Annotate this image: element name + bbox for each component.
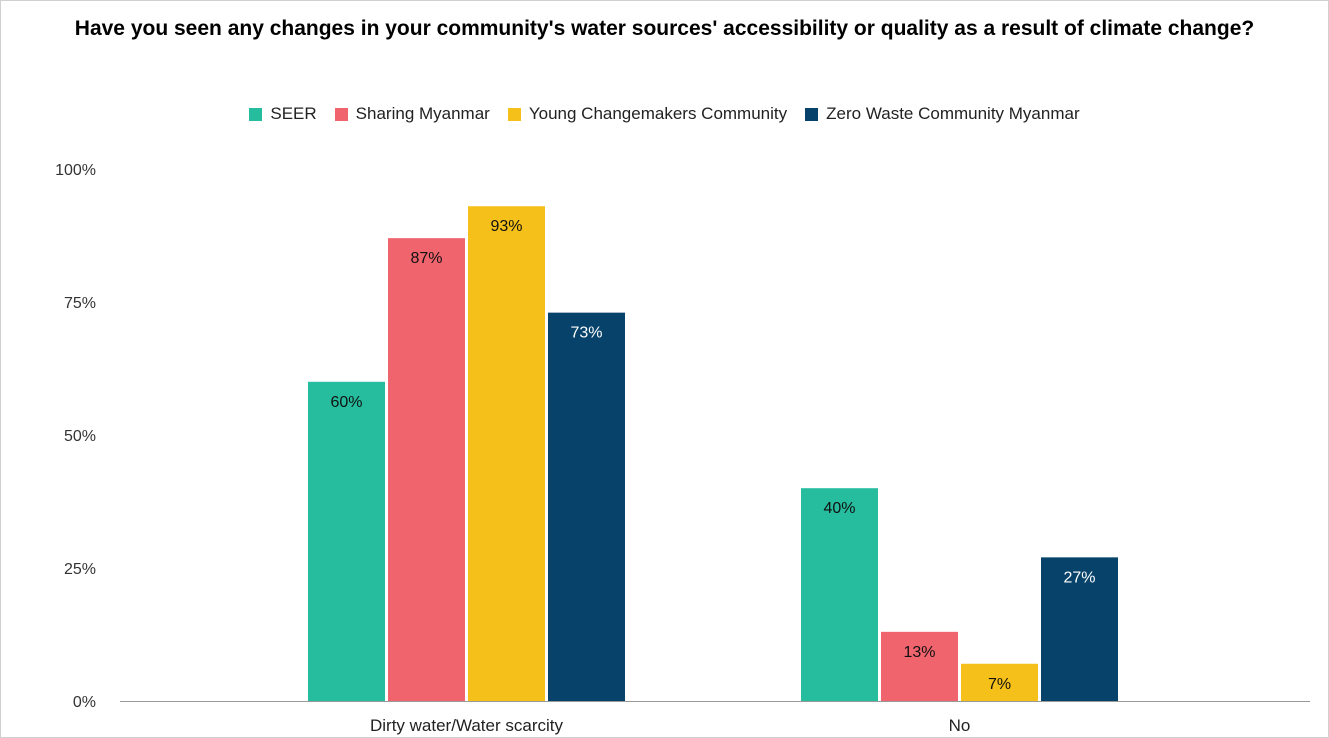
chart-legend: SEER Sharing Myanmar Young Changemakers … (0, 104, 1329, 124)
y-tick-label-2: 50% (64, 428, 96, 445)
legend-label-sharing-myanmar: Sharing Myanmar (355, 104, 490, 123)
y-tick-label-0: 0% (73, 694, 96, 711)
x-category-label-0: Dirty water/Water scarcity (370, 716, 564, 735)
legend-swatch-young-changemakers (507, 107, 521, 121)
bar-0-3 (548, 312, 625, 701)
bar-1-0 (801, 488, 878, 701)
data-label-1-2: 7% (988, 676, 1011, 693)
data-label-0-0: 60% (330, 394, 362, 411)
data-label-1-1: 13% (903, 644, 935, 661)
data-label-0-1: 87% (410, 250, 442, 267)
bar-1-1 (881, 631, 958, 701)
y-tick-label-3: 75% (64, 295, 96, 312)
x-category-label-1: No (949, 716, 971, 735)
legend-swatch-sharing-myanmar (334, 107, 348, 121)
legend-item-zero-waste: Zero Waste Community Myanmar (805, 104, 1080, 124)
legend-label-seer: SEER (270, 104, 317, 123)
y-tick-label-1: 25% (64, 561, 96, 578)
y-tick-label-4: 100% (55, 162, 96, 179)
data-label-1-0: 40% (823, 500, 855, 517)
legend-item-young-changemakers: Young Changemakers Community (507, 104, 788, 124)
data-label-0-2: 93% (490, 218, 522, 235)
legend-swatch-zero-waste (805, 107, 819, 121)
legend-label-young-changemakers: Young Changemakers Community (528, 104, 788, 123)
bar-1-3 (1041, 557, 1118, 701)
legend-item-seer: SEER (249, 104, 317, 124)
bar-1-2 (961, 663, 1038, 701)
legend-item-sharing-myanmar: Sharing Myanmar (334, 104, 490, 124)
data-label-1-3: 27% (1063, 569, 1095, 586)
bar-0-2 (468, 206, 545, 702)
legend-swatch-seer (249, 107, 263, 121)
data-label-0-3: 73% (570, 325, 602, 342)
bar-0-1 (388, 238, 465, 701)
legend-label-zero-waste: Zero Waste Community Myanmar (826, 104, 1080, 123)
chart-title: Have you seen any changes in your commun… (74, 17, 1255, 40)
bar-0-0 (308, 381, 385, 701)
